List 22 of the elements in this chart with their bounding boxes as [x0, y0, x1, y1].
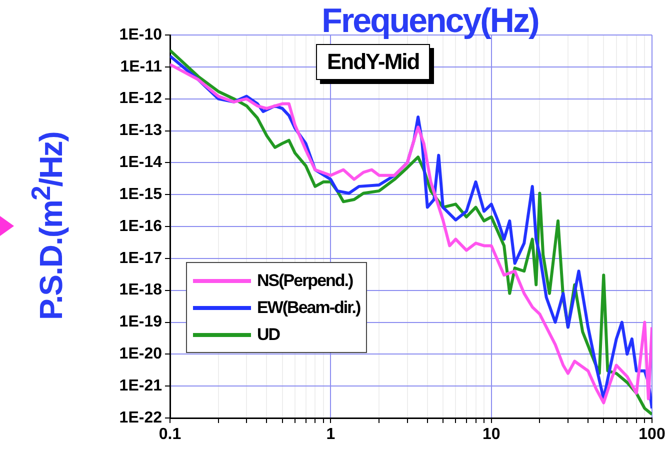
x-tick-label: 0.1 — [158, 426, 182, 444]
y-tick-label: 1E-21 — [119, 377, 162, 394]
y-tick-label: 1E-16 — [119, 218, 162, 235]
y-tick-label: 1E-11 — [120, 58, 162, 76]
y-tick-label: 1E-19 — [119, 314, 162, 331]
legend-label: NS(Perpend.) — [257, 270, 353, 290]
legend-label: EW(Beam-dir.) — [257, 298, 360, 318]
y-tick-label: 1E-13 — [119, 122, 162, 140]
y-tick-label: 1E-15 — [119, 186, 162, 203]
legend-label: UD — [257, 324, 280, 344]
y-tick-label: 1E-14 — [119, 154, 162, 172]
y-tick-label: 1E-22 — [119, 409, 162, 426]
x-tick-label: 10 — [482, 426, 500, 444]
y-tick-label: 1E-10 — [119, 26, 162, 44]
y-tick-label: 1E-20 — [119, 346, 162, 363]
y-tick-label: 1E-17 — [119, 250, 162, 267]
x-tick-label: 1 — [326, 426, 336, 444]
y-tick-label: 1E-12 — [119, 90, 162, 108]
x-axis-title: Frequency(Hz) — [320, 2, 540, 41]
text: EndY-Mid — [316, 44, 430, 80]
x-tick-label: 100 — [638, 426, 666, 444]
y-tick-label: 1E-18 — [119, 282, 162, 299]
